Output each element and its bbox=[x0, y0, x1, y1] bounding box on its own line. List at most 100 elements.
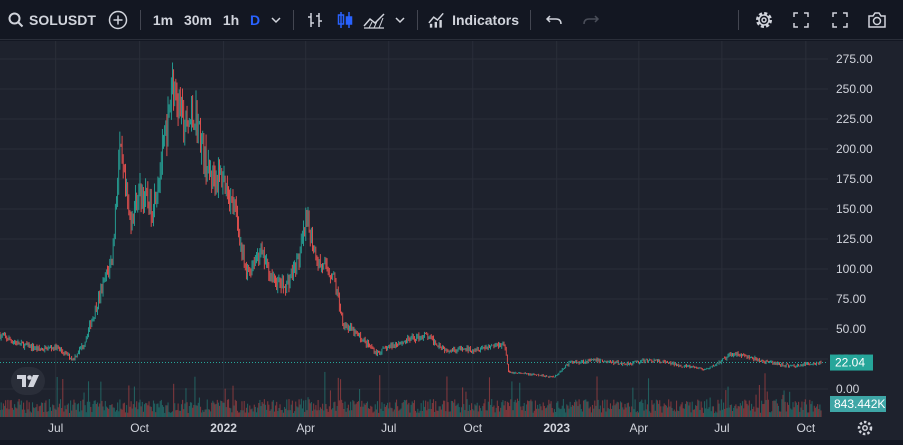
time-axis[interactable]: Jul Oct 2022 Apr Jul Oct 2023 Apr Jul Oct bbox=[0, 417, 903, 440]
volume-bar bbox=[72, 404, 74, 417]
volume-bar bbox=[121, 409, 123, 417]
price-chart[interactable] bbox=[0, 41, 828, 417]
volume-bar bbox=[6, 408, 8, 417]
volume-bar bbox=[112, 407, 114, 417]
volume-bar bbox=[366, 401, 368, 417]
volume-bar bbox=[653, 403, 655, 417]
volume-bar bbox=[67, 403, 69, 417]
volume-bar bbox=[364, 404, 366, 417]
volume-bar bbox=[371, 406, 373, 417]
volume-bar bbox=[511, 381, 513, 417]
volume-bar bbox=[99, 403, 101, 417]
redo-button[interactable] bbox=[579, 8, 603, 32]
volume-bar bbox=[631, 406, 633, 417]
volume-bar bbox=[429, 399, 431, 417]
settings-button[interactable] bbox=[752, 8, 776, 32]
volume-bar bbox=[791, 409, 793, 417]
bar-chart-type-button[interactable] bbox=[303, 8, 327, 32]
volume-bar bbox=[82, 399, 84, 417]
volume-bar bbox=[233, 405, 235, 417]
volume-bar bbox=[549, 403, 551, 417]
volume-bar bbox=[126, 405, 128, 417]
chart-pane[interactable] bbox=[0, 41, 828, 417]
volume-bar bbox=[687, 401, 689, 417]
volume-bar bbox=[421, 410, 423, 417]
volume-bar bbox=[355, 403, 357, 417]
volume-bar bbox=[63, 411, 65, 417]
volume-bar bbox=[636, 410, 638, 417]
fullscreen-button[interactable] bbox=[789, 8, 813, 32]
volume-bar bbox=[403, 399, 405, 417]
volume-bar bbox=[747, 405, 749, 417]
volume-bar bbox=[752, 408, 754, 417]
volume-bar bbox=[492, 406, 494, 417]
volume-bar bbox=[622, 407, 624, 417]
volume-bar bbox=[61, 407, 63, 417]
volume-bar bbox=[26, 400, 28, 417]
interval-d-button[interactable]: D bbox=[249, 12, 261, 28]
volume-bar bbox=[542, 402, 544, 417]
compare-symbol-button[interactable] bbox=[106, 8, 130, 32]
volume-bar bbox=[370, 405, 372, 417]
volume-bar bbox=[418, 412, 420, 417]
volume-bar bbox=[714, 412, 716, 417]
volume-bar bbox=[80, 400, 82, 417]
interval-dropdown[interactable] bbox=[267, 8, 285, 32]
volume-bar bbox=[604, 399, 606, 417]
candle-chart-type-button[interactable] bbox=[333, 8, 357, 32]
volume-bar bbox=[755, 394, 757, 417]
volume-bar bbox=[73, 399, 75, 417]
volume-bar bbox=[780, 411, 782, 417]
volume-bar bbox=[91, 412, 93, 417]
volume-bar bbox=[30, 412, 32, 417]
scale-settings-button[interactable] bbox=[855, 418, 875, 438]
volume-bar bbox=[478, 405, 480, 417]
volume-bar bbox=[537, 404, 539, 417]
snapshot-button[interactable] bbox=[865, 8, 889, 32]
volume-bar bbox=[458, 407, 460, 417]
interval-30m-button[interactable]: 30m bbox=[183, 12, 213, 28]
volume-bar bbox=[583, 400, 585, 417]
volume-bar bbox=[757, 407, 759, 417]
tradingview-logo[interactable] bbox=[11, 367, 45, 395]
volume-bar bbox=[115, 410, 118, 417]
indicators-button[interactable]: Indicators bbox=[427, 8, 519, 32]
volume-bar bbox=[409, 412, 411, 417]
chart-type-dropdown[interactable] bbox=[391, 8, 409, 32]
volume-bar bbox=[227, 399, 230, 417]
interval-1m-button[interactable]: 1m bbox=[152, 12, 174, 28]
volume-bar bbox=[306, 410, 308, 417]
volume-bar bbox=[119, 399, 121, 417]
volume-bar bbox=[680, 404, 682, 417]
volume-bar bbox=[214, 404, 216, 417]
volume-bar bbox=[223, 402, 225, 417]
volume-bar bbox=[199, 406, 202, 417]
volume-bar bbox=[156, 403, 158, 417]
volume-bar bbox=[113, 407, 115, 417]
volume-bar bbox=[155, 412, 157, 417]
volume-bar bbox=[502, 400, 504, 417]
volume-bar bbox=[556, 402, 558, 417]
volume-bar bbox=[213, 402, 215, 417]
volume-bar bbox=[729, 405, 731, 417]
volume-bar bbox=[805, 404, 807, 417]
volume-bar bbox=[270, 409, 272, 417]
price-axis[interactable]: 275.00 250.00 225.00 200.00 175.00 150.00 125.… bbox=[828, 41, 903, 417]
volume-bar bbox=[138, 402, 140, 417]
volume-bar bbox=[416, 412, 418, 417]
maximize-button[interactable] bbox=[828, 8, 852, 32]
volume-bar bbox=[463, 404, 465, 417]
volume-bar bbox=[623, 409, 625, 417]
interval-1h-button[interactable]: 1h bbox=[222, 12, 240, 28]
volume-bar bbox=[531, 401, 533, 417]
volume-bar bbox=[64, 405, 66, 417]
symbol-search[interactable]: SOLUSDT bbox=[8, 8, 100, 32]
camera-icon bbox=[868, 12, 886, 28]
volume-bar bbox=[527, 400, 529, 417]
volume-bar bbox=[376, 401, 379, 417]
volume-bar bbox=[292, 412, 295, 417]
undo-button[interactable] bbox=[542, 8, 566, 32]
volume-bar bbox=[178, 410, 180, 417]
area-chart-type-button[interactable] bbox=[361, 8, 387, 32]
volume-bar bbox=[706, 399, 708, 417]
